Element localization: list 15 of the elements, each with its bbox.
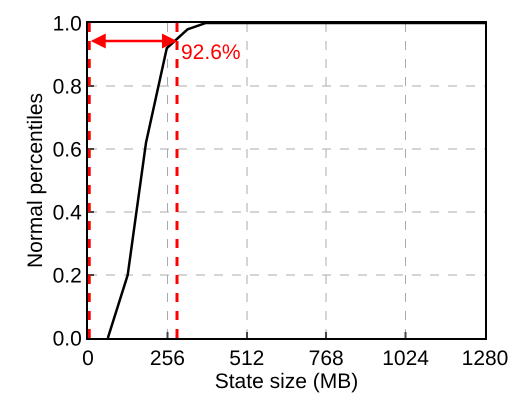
- y-tick-label: 0.6: [52, 138, 82, 162]
- y-tick-label: 0.8: [52, 75, 82, 98]
- x-tick-label: 1024: [382, 347, 430, 370]
- annotation: 92.6%: [181, 41, 241, 64]
- x-tick-label: 0: [82, 347, 94, 370]
- x-tick-label: 256: [150, 347, 185, 370]
- y-tick-label: 1.0: [52, 12, 82, 36]
- y-tick-label: 0.2: [52, 264, 82, 288]
- x-axis-title: State size (MB): [214, 370, 358, 394]
- y-tick-label: 0.0: [52, 327, 82, 350]
- x-tick-label: 768: [308, 347, 344, 370]
- x-tick-label: 1280: [462, 347, 508, 370]
- x-tick-label: 512: [229, 347, 264, 370]
- y-tick-label: 0.4: [52, 201, 82, 224]
- y-axis-title: Normal percentiles: [24, 92, 48, 268]
